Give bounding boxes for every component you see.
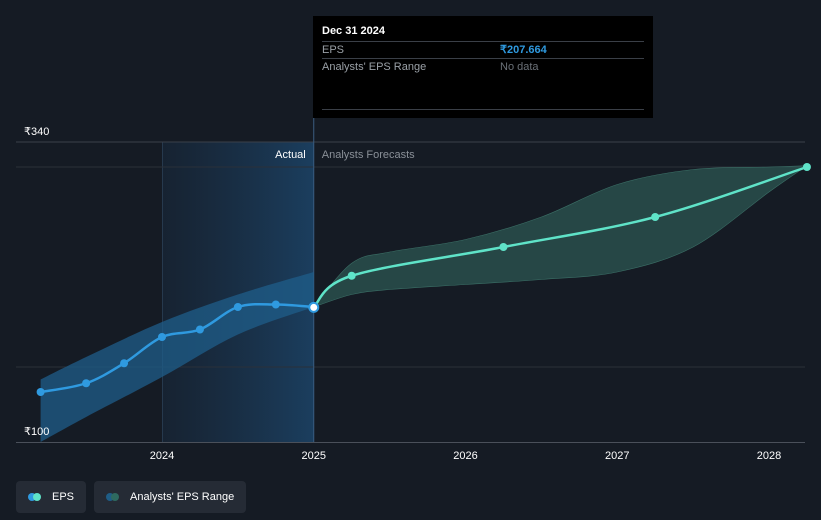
tooltip-range-value: No data <box>500 61 539 73</box>
x-tick-label: 2025 <box>302 450 326 462</box>
actual-eps-range-band <box>40 272 314 442</box>
y-tick-label: ₹100 <box>24 426 49 438</box>
x-tick-label: 2028 <box>757 450 781 462</box>
tooltip: Dec 31 2024 EPS ₹207.664 Analysts' EPS R… <box>313 16 653 118</box>
actual-section-label: Actual <box>275 149 306 161</box>
tooltip-range-label: Analysts' EPS Range <box>322 61 427 73</box>
legend-item-eps-range[interactable]: Analysts' EPS Range <box>94 481 247 513</box>
x-tick-label: 2026 <box>453 450 477 462</box>
tooltip-row-range: Analysts' EPS Range No data <box>322 58 644 75</box>
eps-forecast-point <box>802 163 811 171</box>
eps-range-legend-icon <box>106 493 122 501</box>
legend-item-eps[interactable]: EPS <box>16 481 87 513</box>
forecast-section-label: Analysts Forecasts <box>322 149 415 161</box>
x-tick-label: 2027 <box>605 450 629 462</box>
tooltip-row-eps: EPS ₹207.664 <box>322 41 644 58</box>
eps-actual-point <box>271 300 280 309</box>
legend-eps-range-label: Analysts' EPS Range <box>130 491 235 503</box>
eps-forecast-point <box>651 213 660 221</box>
eps-chart: ₹340 ₹100 2024 2025 2026 2027 2028 Actual Analys… <box>16 118 811 462</box>
tooltip-divider <box>322 109 644 110</box>
eps-legend-icon <box>28 493 44 501</box>
legend-eps-label: EPS <box>52 491 75 503</box>
eps-actual-point <box>82 379 91 388</box>
eps-highlight-point <box>308 301 320 313</box>
x-tick-label: 2024 <box>150 450 174 462</box>
eps-actual-point <box>233 303 242 311</box>
tooltip-eps-value: ₹207.664 <box>500 44 547 56</box>
eps-actual-point <box>36 388 45 396</box>
y-tick-label: ₹340 <box>24 126 49 138</box>
legend: EPS Analysts' EPS Range <box>16 481 247 513</box>
eps-actual-point <box>195 325 204 334</box>
eps-forecast-point <box>347 271 356 280</box>
tooltip-date: Dec 31 2024 <box>322 25 385 37</box>
eps-actual-point <box>158 333 166 341</box>
eps-forecast-point <box>499 243 508 251</box>
tooltip-eps-label: EPS <box>322 44 345 56</box>
eps-actual-point <box>120 359 129 368</box>
